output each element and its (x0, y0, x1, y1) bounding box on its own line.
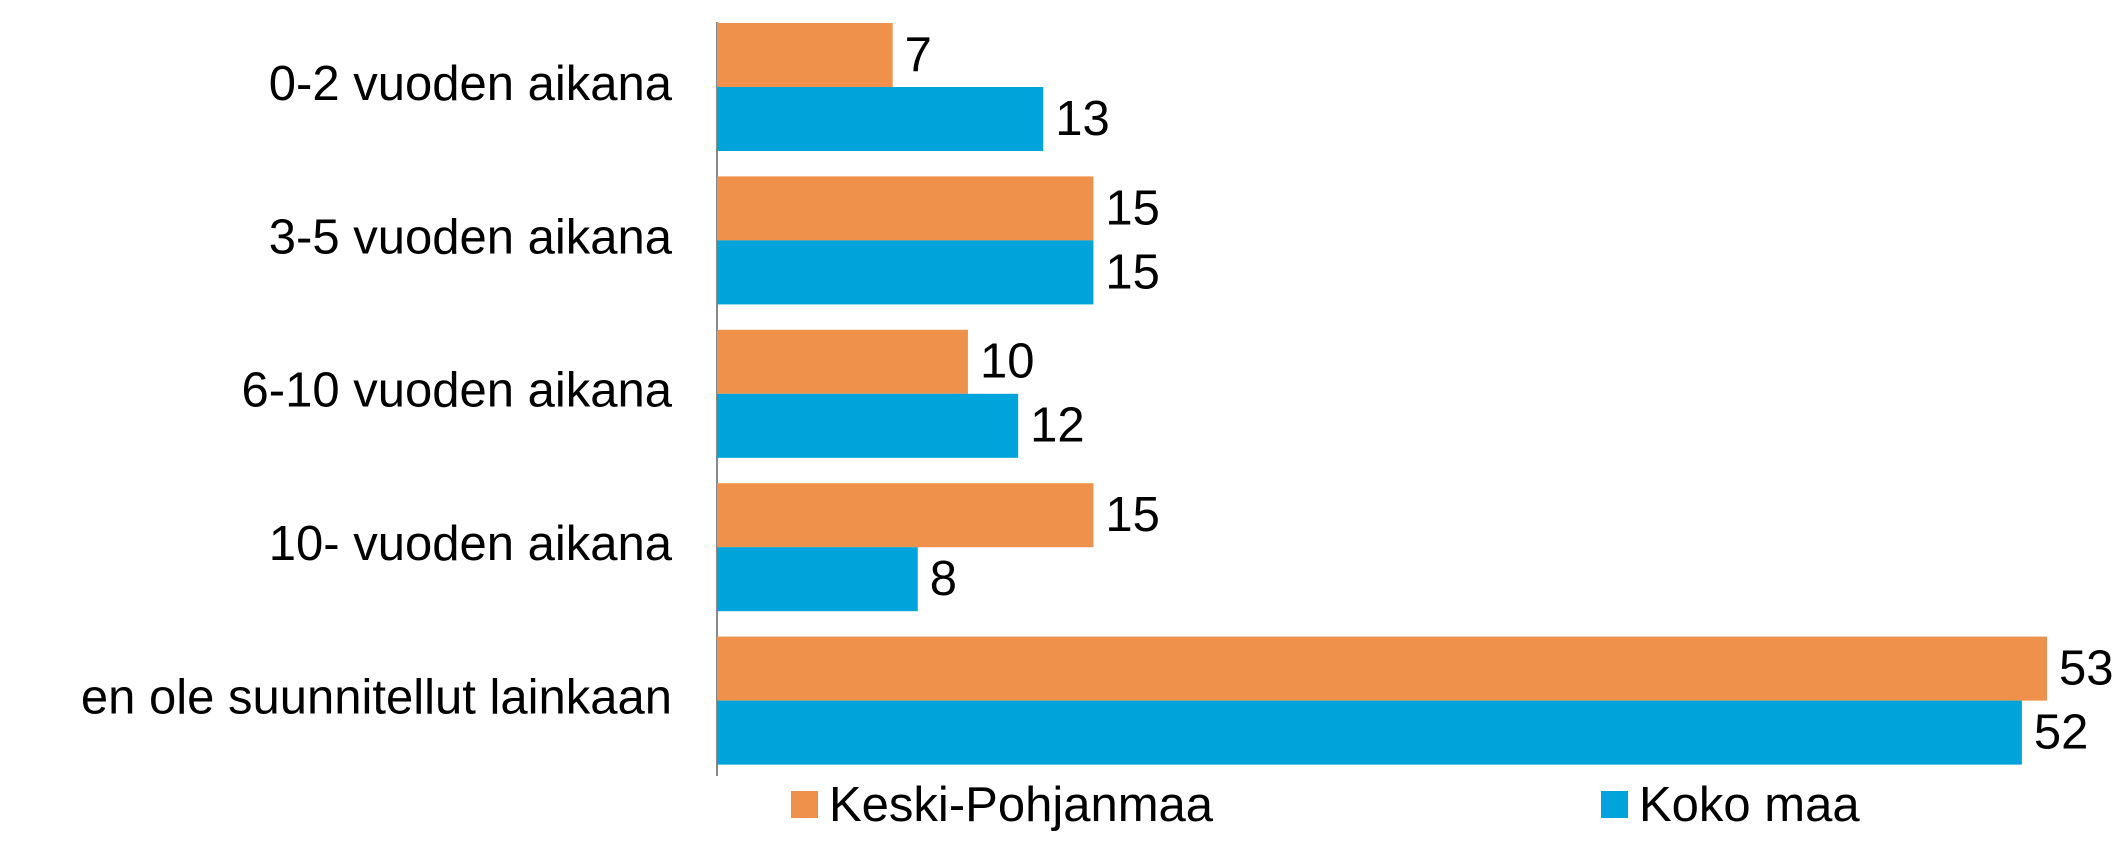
bar (717, 393, 1019, 458)
data-label: 7 (905, 28, 932, 82)
data-label: 15 (1105, 245, 1160, 299)
bar (717, 636, 2047, 701)
legend-label: Koko maa (1639, 778, 1860, 832)
y-tick-label: 0-2 vuoden aikana (269, 57, 673, 111)
bar (717, 483, 1094, 548)
data-label: 13 (1055, 92, 1110, 146)
data-label: 52 (2034, 706, 2089, 760)
data-label: 15 (1105, 181, 1160, 235)
bar (717, 23, 893, 87)
data-label: 10 (980, 335, 1035, 389)
legend-label: Keski-Pohjanmaa (829, 778, 1214, 832)
y-tick-label: 10- vuoden aikana (269, 517, 673, 571)
legend-swatch (791, 791, 818, 818)
bar (717, 547, 918, 612)
bar (717, 700, 2022, 765)
bar (717, 176, 1094, 241)
data-label: 53 (2059, 642, 2114, 696)
data-label: 12 (1030, 399, 1085, 453)
y-tick-label: en ole suunnitellut lainkaan (81, 671, 672, 725)
data-label: 15 (1105, 488, 1160, 542)
y-tick-label: 3-5 vuoden aikana (269, 210, 673, 264)
bar (717, 240, 1094, 305)
data-label: 8 (930, 552, 957, 606)
bar (717, 329, 968, 394)
legend-swatch (1601, 791, 1628, 818)
y-tick-label: 6-10 vuoden aikana (242, 364, 673, 418)
bar (717, 87, 1044, 151)
